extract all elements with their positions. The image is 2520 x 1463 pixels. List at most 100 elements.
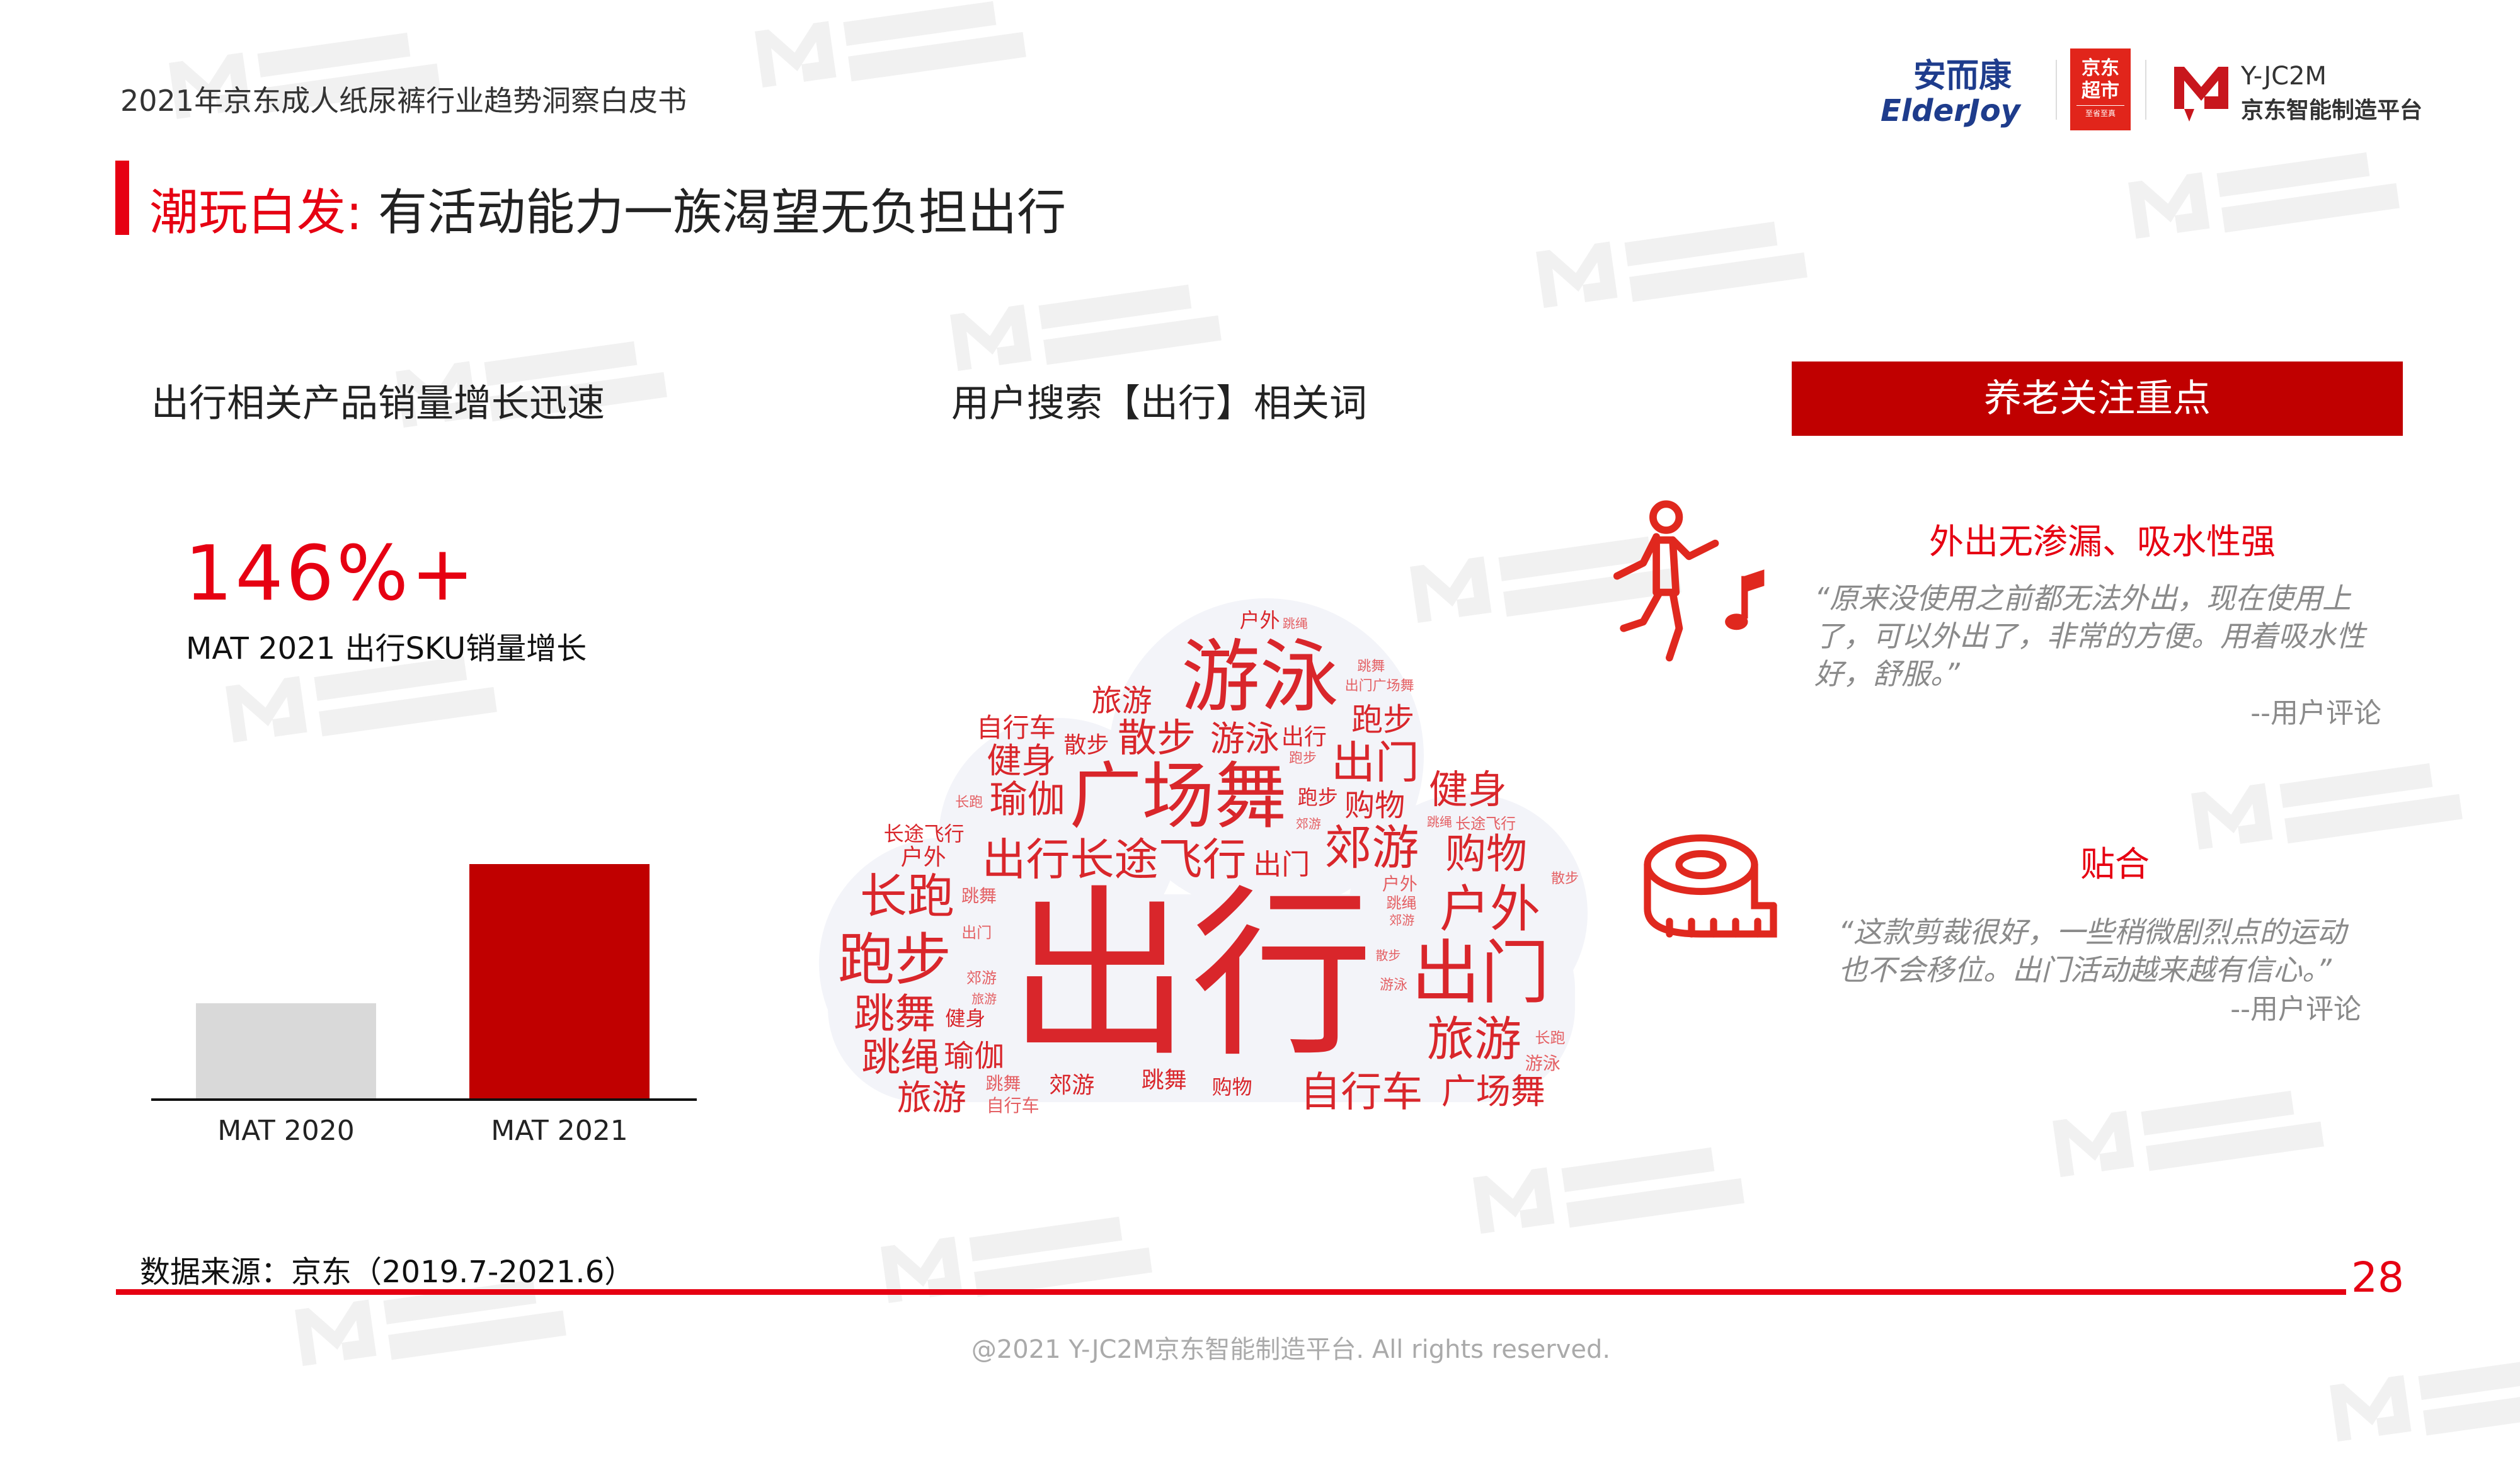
word-cloud-term: 瑜伽	[944, 1038, 1005, 1074]
word-cloud-term: 旅游	[896, 1077, 966, 1118]
page-title: 潮玩白发: 有活动能力一族渴望无负担出行	[149, 173, 1066, 244]
jd-supermarket-logo: 京东 超市 至省至真	[2070, 48, 2131, 130]
word-cloud-term: 户外	[1440, 880, 1541, 939]
yjc2m-logo: Y-JC2M 京东智能制造平台	[2172, 62, 2443, 125]
word-cloud-term: 散步	[1063, 732, 1109, 758]
word-cloud-term: 郊游	[1389, 913, 1415, 928]
word-cloud-term: 长途飞行	[883, 821, 965, 846]
growth-stat-label: MAT 2021 出行SKU销量增长	[186, 631, 587, 666]
word-cloud-term: 购物	[1445, 831, 1528, 879]
watermark-logo-icon	[1407, 523, 1687, 645]
dancer-icon	[1613, 500, 1765, 662]
document-title: 2021年京东成人纸尿裤行业趋势洞察白皮书	[120, 84, 687, 118]
logo-divider	[2145, 60, 2146, 120]
elderjoy-logo-en: ElderJoy	[1881, 93, 2020, 128]
jd-logo-line1: 京东	[2082, 57, 2119, 79]
watermark-logo-icon	[1533, 208, 1813, 330]
x-tick-label-1: MAT 2021	[491, 1115, 628, 1147]
word-cloud-term: 游泳	[1525, 1052, 1561, 1074]
word-cloud-term: 郊游	[1049, 1073, 1095, 1099]
growth-stat: 146%+	[185, 530, 477, 618]
word-cloud-term: 长跑	[859, 868, 954, 925]
word-cloud-term: 出行长途飞行	[982, 833, 1247, 885]
focus-banner: 养老关注重点	[1792, 361, 2403, 436]
watermark-logo-icon	[2125, 139, 2405, 261]
elderjoy-logo-cn: 安而康	[1913, 57, 2012, 95]
review-signature-1: --用户评论	[2250, 697, 2381, 729]
word-cloud-term: 游泳	[1380, 977, 1408, 993]
word-cloud-term: 跳舞	[1357, 659, 1385, 675]
word-cloud-term: 跳舞	[985, 1073, 1021, 1094]
tape-measure-icon	[1644, 834, 1777, 938]
footer-rule	[116, 1289, 2346, 1295]
watermark-logo-icon	[2049, 1078, 2329, 1199]
watermark-logo-icon	[2188, 750, 2468, 872]
word-cloud-term: 散步	[1550, 871, 1579, 887]
word-cloud-term: 跑步	[838, 927, 951, 993]
word-cloud-term: 购物	[1211, 1075, 1252, 1100]
watermark-logo-icon	[947, 271, 1227, 393]
review-quote-2: “这款剪裁很好，一些稍微剧烈点的运动也不会移位。出门活动越来越有信心。”	[1838, 915, 2346, 987]
word-cloud-term: 跳绳	[861, 1033, 940, 1080]
word-cloud-term: 出行	[1281, 724, 1327, 750]
title-accent-bar	[115, 161, 129, 235]
word-cloud-term: 瑜伽	[989, 778, 1065, 823]
word-cloud-term: 游泳	[1181, 631, 1339, 723]
word-cloud-term: 长跑	[1535, 1028, 1566, 1047]
watermark-logo-icon	[222, 643, 502, 765]
data-source: 数据来源：京东（2019.7-2021.6）	[140, 1255, 635, 1290]
benefit-heading-2: 贴合	[2080, 844, 2150, 884]
yjc2m-logo-cn: 京东智能制造平台	[2241, 98, 2423, 123]
word-cloud-term: 跑步	[1351, 701, 1415, 738]
bar-mat-2020	[196, 1003, 376, 1098]
copyright-text: @2021 Y-JC2M京东智能制造平台. All rights reserve…	[971, 1335, 1611, 1364]
word-cloud-term: 自行车	[976, 712, 1056, 743]
word-cloud-term: 跳绳	[1426, 814, 1452, 829]
review-2: “这款剪裁很好，一些稍微剧烈点的运动也不会移位。出门活动越来越有信心。” --用…	[1838, 913, 2361, 1027]
word-cloud-term: 出门	[961, 923, 992, 942]
left-section-heading: 出行相关产品销量增长迅速	[151, 382, 605, 426]
word-cloud-term: 出门广场舞	[1344, 678, 1414, 695]
word-cloud-term: 郊游	[1295, 816, 1321, 832]
word-cloud-term: 跳绳	[1386, 894, 1417, 913]
watermark-logo-icon	[1470, 1134, 1750, 1256]
word-cloud-term: 跳绳	[1282, 616, 1308, 632]
word-cloud-term: 旅游	[971, 991, 997, 1006]
word-cloud-term: 出门	[1331, 737, 1419, 789]
review-1: “原来没使用之前都无法外出，现在使用上了，可以外出了，非常的方便。用着吸水性好，…	[1814, 579, 2381, 731]
middle-section-heading: 用户搜索【出行】相关词	[951, 382, 1367, 426]
word-cloud-term: 旅游	[1091, 683, 1152, 719]
word-cloud-term: 健身	[945, 1006, 986, 1030]
bar-mat-2021	[469, 864, 650, 1098]
word-cloud-term: 健身	[987, 740, 1057, 781]
word-cloud-term: 游泳	[1210, 719, 1280, 760]
word-cloud-term: 跑步	[1289, 750, 1317, 766]
word-cloud-term: 自行车	[1300, 1068, 1423, 1116]
word-cloud-term: 跳舞	[854, 990, 936, 1038]
page-title-highlight: 潮玩白发:	[149, 185, 363, 241]
word-cloud-term: 购物	[1344, 788, 1406, 824]
elderjoy-logo: 安而康 ElderJoy	[1881, 58, 2044, 134]
benefit-heading-1: 外出无渗漏、吸水性强	[1928, 521, 2276, 562]
word-cloud-term: 散步	[1375, 947, 1401, 963]
review-quote-1: “原来没使用之前都无法外出，现在使用上了，可以外出了，非常的方便。用着吸水性好，…	[1814, 581, 2365, 691]
word-cloud-background	[819, 598, 1588, 1102]
chart-baseline	[151, 1098, 697, 1101]
word-cloud-term: 郊游	[1324, 819, 1419, 875]
yjc2m-logo-en: Y-JC2M	[2241, 62, 2327, 91]
word-cloud-term: 出门	[1411, 933, 1550, 1013]
word-cloud-term: 广场舞	[1441, 1071, 1545, 1112]
jd-logo-line2: 超市	[2082, 80, 2119, 102]
word-cloud-term: 户外	[1382, 873, 1418, 894]
word-cloud-term: 旅游	[1427, 1011, 1522, 1067]
logo-divider	[2056, 60, 2057, 120]
review-signature-2: --用户评论	[2230, 993, 2361, 1025]
page-number: 28	[2351, 1253, 2404, 1302]
word-cloud-term: 跳舞	[1141, 1067, 1187, 1094]
watermark-logo-icon	[878, 1204, 1157, 1325]
word-cloud-term: 散步	[1118, 715, 1196, 761]
watermark-logo-icon	[752, 0, 1031, 109]
x-tick-label-0: MAT 2020	[217, 1115, 355, 1147]
word-cloud-term: 广场舞	[1069, 754, 1287, 839]
page-title-text: 有活动能力一族渴望无负担出行	[362, 185, 1067, 241]
